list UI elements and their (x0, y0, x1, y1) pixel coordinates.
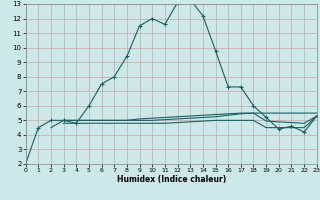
X-axis label: Humidex (Indice chaleur): Humidex (Indice chaleur) (116, 175, 226, 184)
